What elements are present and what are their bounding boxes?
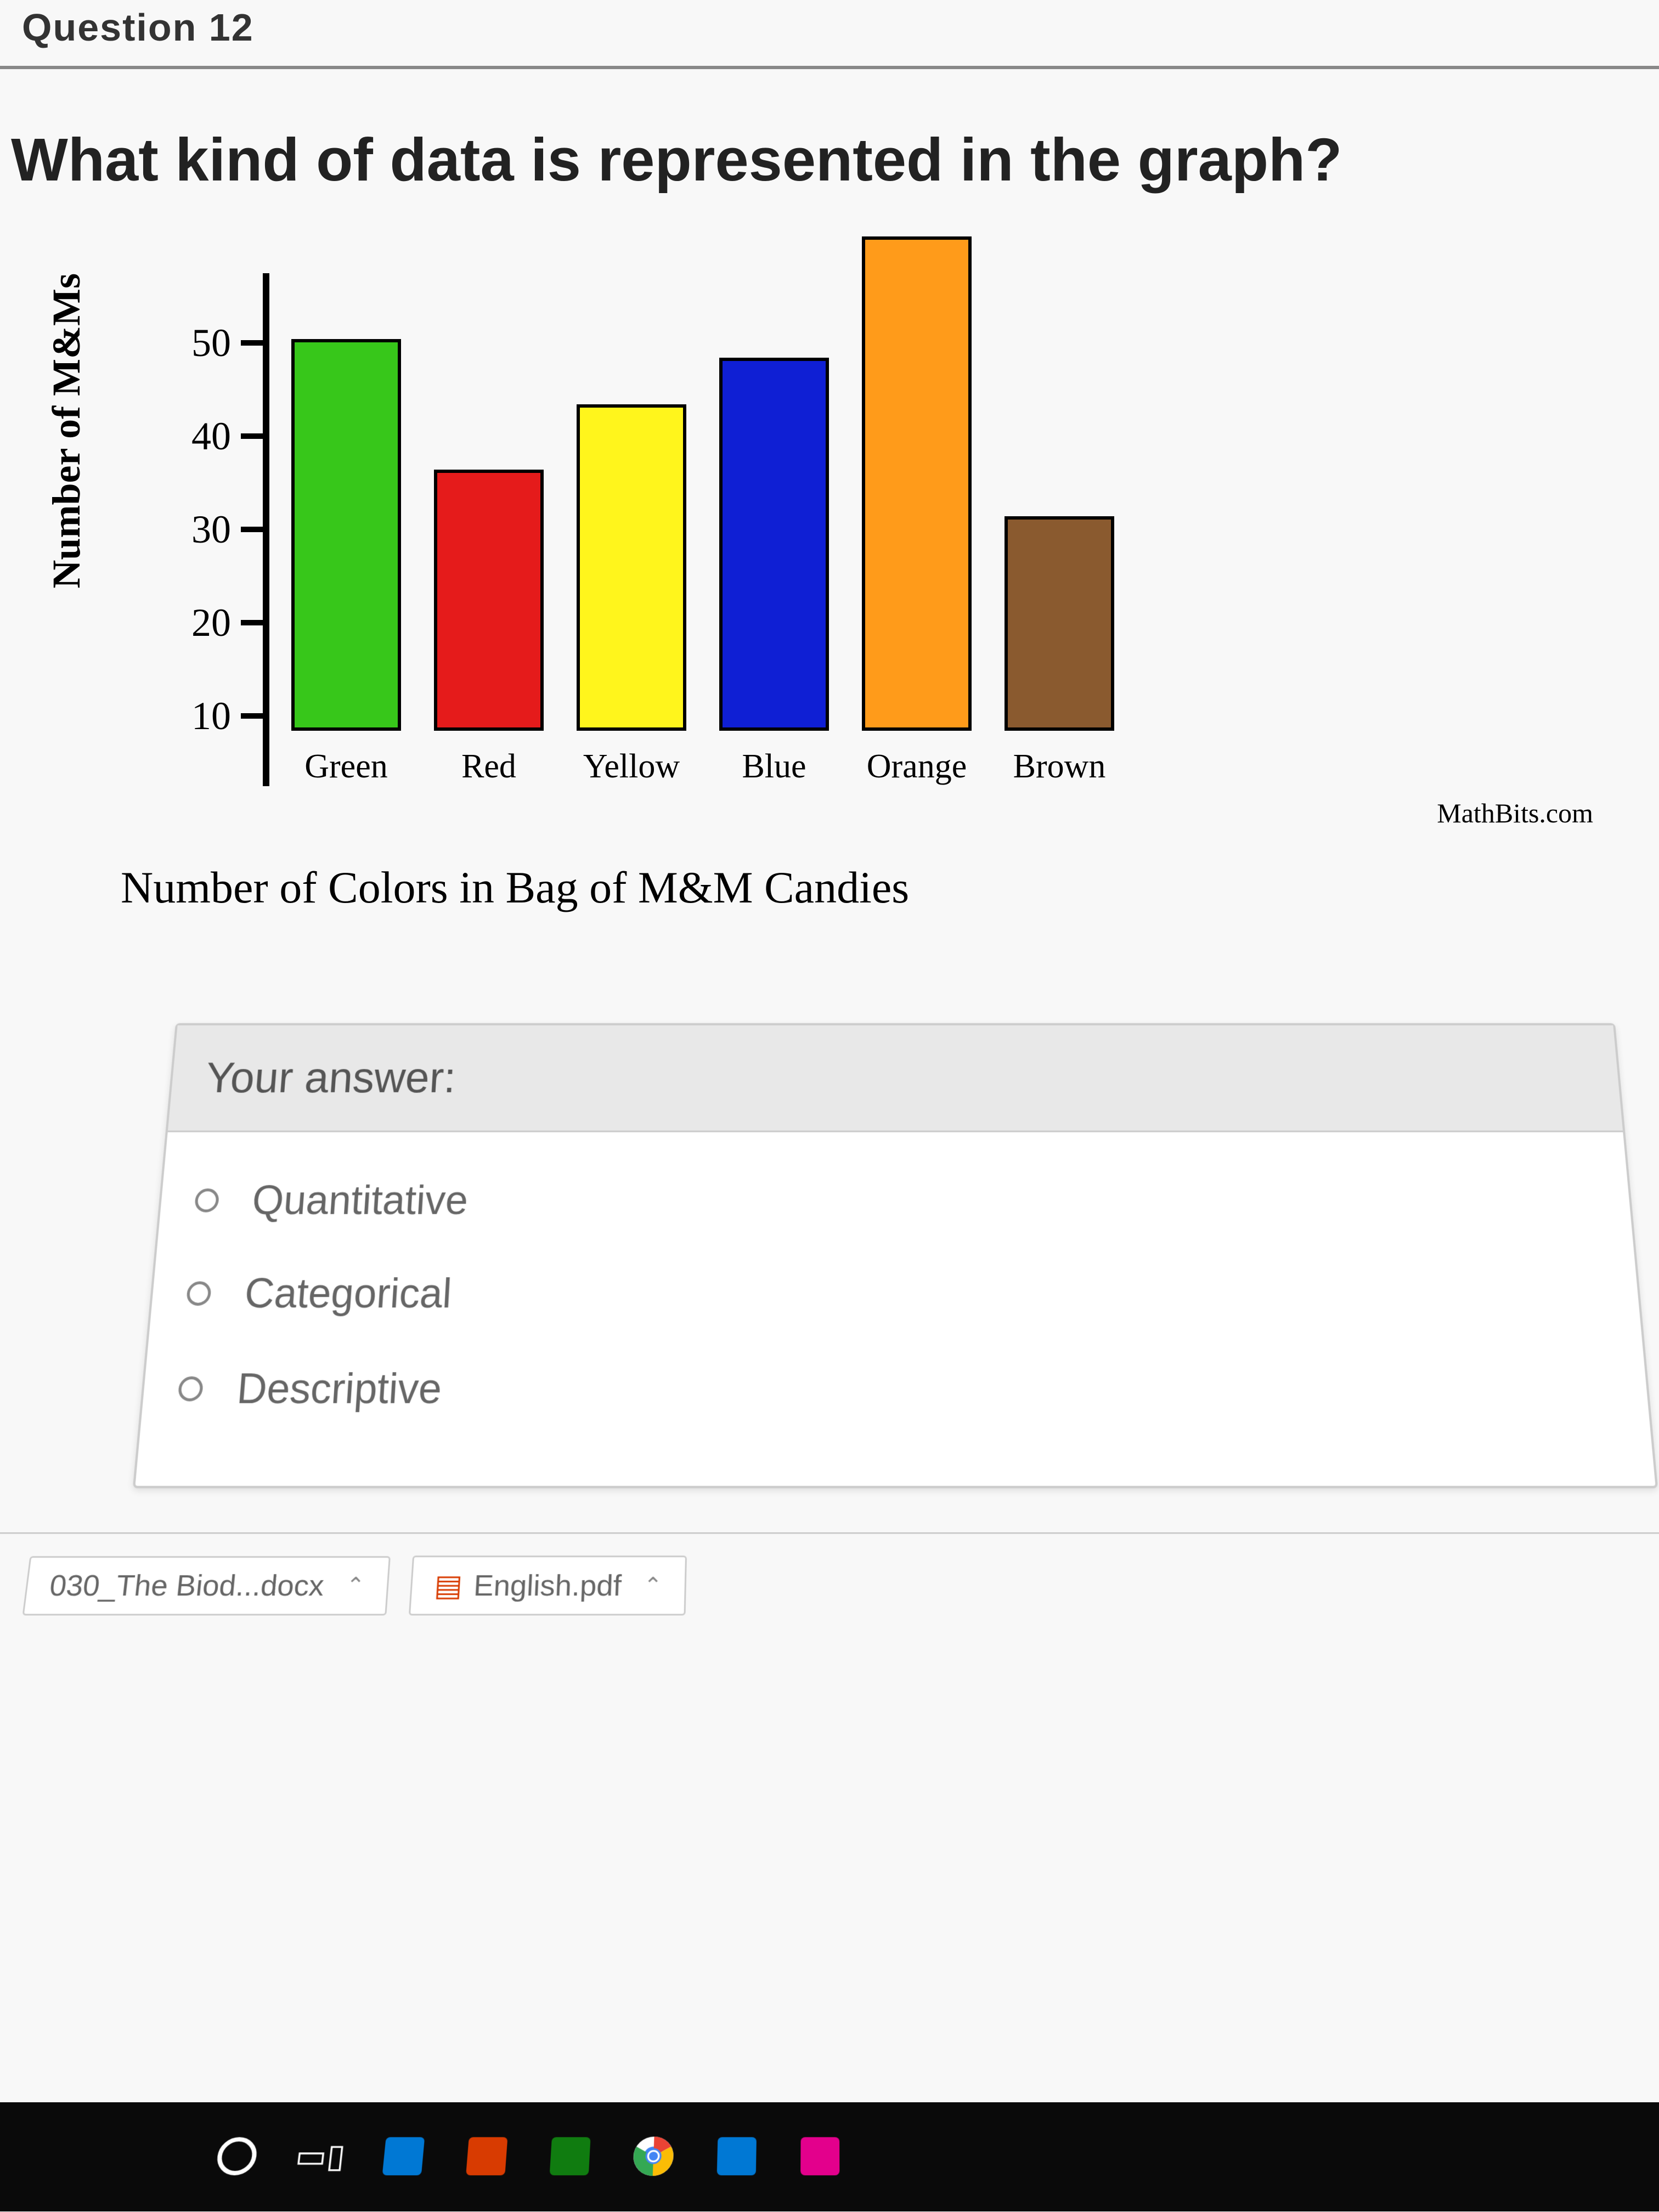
option-label: Categorical [243, 1269, 453, 1317]
download-item-1[interactable]: 030_The Biod...docx ⌃ [22, 1556, 391, 1615]
option-label: Descriptive [235, 1364, 443, 1413]
bar [1005, 516, 1114, 731]
answer-header: Your answer: [168, 1025, 1623, 1132]
app-icon-2[interactable] [460, 2132, 514, 2181]
chevron-up-icon: ⌃ [345, 1573, 365, 1598]
downloads-bar: 030_The Biod...docx ⌃ ▤ English.pdf ⌃ [0, 1532, 1659, 1638]
app-icon-3[interactable] [544, 2132, 596, 2181]
bar-label: Green [304, 747, 387, 786]
bar-column: Green [291, 339, 401, 786]
y-axis-ticks: 5040302010 [191, 273, 263, 763]
bar-column: Brown [1005, 516, 1114, 786]
pdf-icon: ▤ [433, 1568, 464, 1602]
bar-label: Orange [867, 747, 967, 786]
download-item-2[interactable]: ▤ English.pdf ⌃ [409, 1556, 687, 1616]
y-tick: 30 [191, 483, 263, 576]
answer-options: Quantitative Categorical Descriptive [135, 1132, 1655, 1486]
edge-icon[interactable] [711, 2132, 762, 2181]
question-text: What kind of data is represented in the … [0, 69, 1659, 262]
taskview-icon[interactable]: ▭▯ [292, 2132, 348, 2181]
bar-column: Blue [719, 358, 829, 786]
y-tick: 50 [191, 296, 263, 390]
answer-option[interactable]: Descriptive [174, 1341, 1616, 1437]
bar [434, 470, 544, 731]
radio-icon[interactable] [178, 1376, 204, 1402]
windows-taskbar: ▭▯ [0, 2102, 1659, 2211]
quiz-screen: Question 12 What kind of data is represe… [0, 0, 1659, 2212]
download-label: 030_The Biod...docx [48, 1568, 325, 1602]
chart-source: MathBits.com [33, 786, 1659, 840]
bar [577, 404, 686, 731]
bar [291, 339, 401, 731]
y-tick: 40 [191, 390, 263, 483]
answer-option[interactable]: Quantitative [191, 1155, 1599, 1247]
y-tick: 10 [191, 669, 263, 763]
bar-label: Brown [1013, 747, 1106, 786]
bar-column: Red [434, 470, 544, 786]
download-label: English.pdf [473, 1568, 622, 1602]
app-icon-4[interactable] [795, 2132, 845, 2181]
chevron-up-icon: ⌃ [644, 1573, 663, 1598]
chrome-icon[interactable] [628, 2132, 680, 2181]
answer-option[interactable]: Categorical [183, 1246, 1608, 1341]
y-tick: 20 [191, 576, 263, 669]
radio-icon[interactable] [186, 1282, 212, 1306]
bar [719, 358, 829, 731]
chart-title: Number of Colors in Bag of M&M Candies [33, 840, 1659, 913]
bar [862, 236, 972, 731]
radio-icon[interactable] [194, 1188, 220, 1212]
question-number-header: Question 12 [0, 0, 1659, 69]
answer-card: Your answer: Quantitative Categorical Desc… [133, 1023, 1658, 1488]
app-icon-1[interactable] [376, 2132, 431, 2181]
y-axis-label: Number of M&Ms [33, 273, 100, 589]
bar-label: Blue [742, 747, 806, 786]
bar-column: Yellow [577, 404, 686, 786]
bar-chart: Number of M&Ms 5040302010 Green Red Yellow… [0, 262, 1659, 935]
plot-area: Green Red Yellow Blue Orange Brown [263, 273, 1136, 786]
option-label: Quantitative [251, 1177, 470, 1224]
bar-label: Yellow [583, 747, 680, 786]
cortana-icon[interactable] [208, 2132, 265, 2181]
bar-label: Red [461, 747, 516, 786]
bar-column: Orange [862, 236, 972, 786]
